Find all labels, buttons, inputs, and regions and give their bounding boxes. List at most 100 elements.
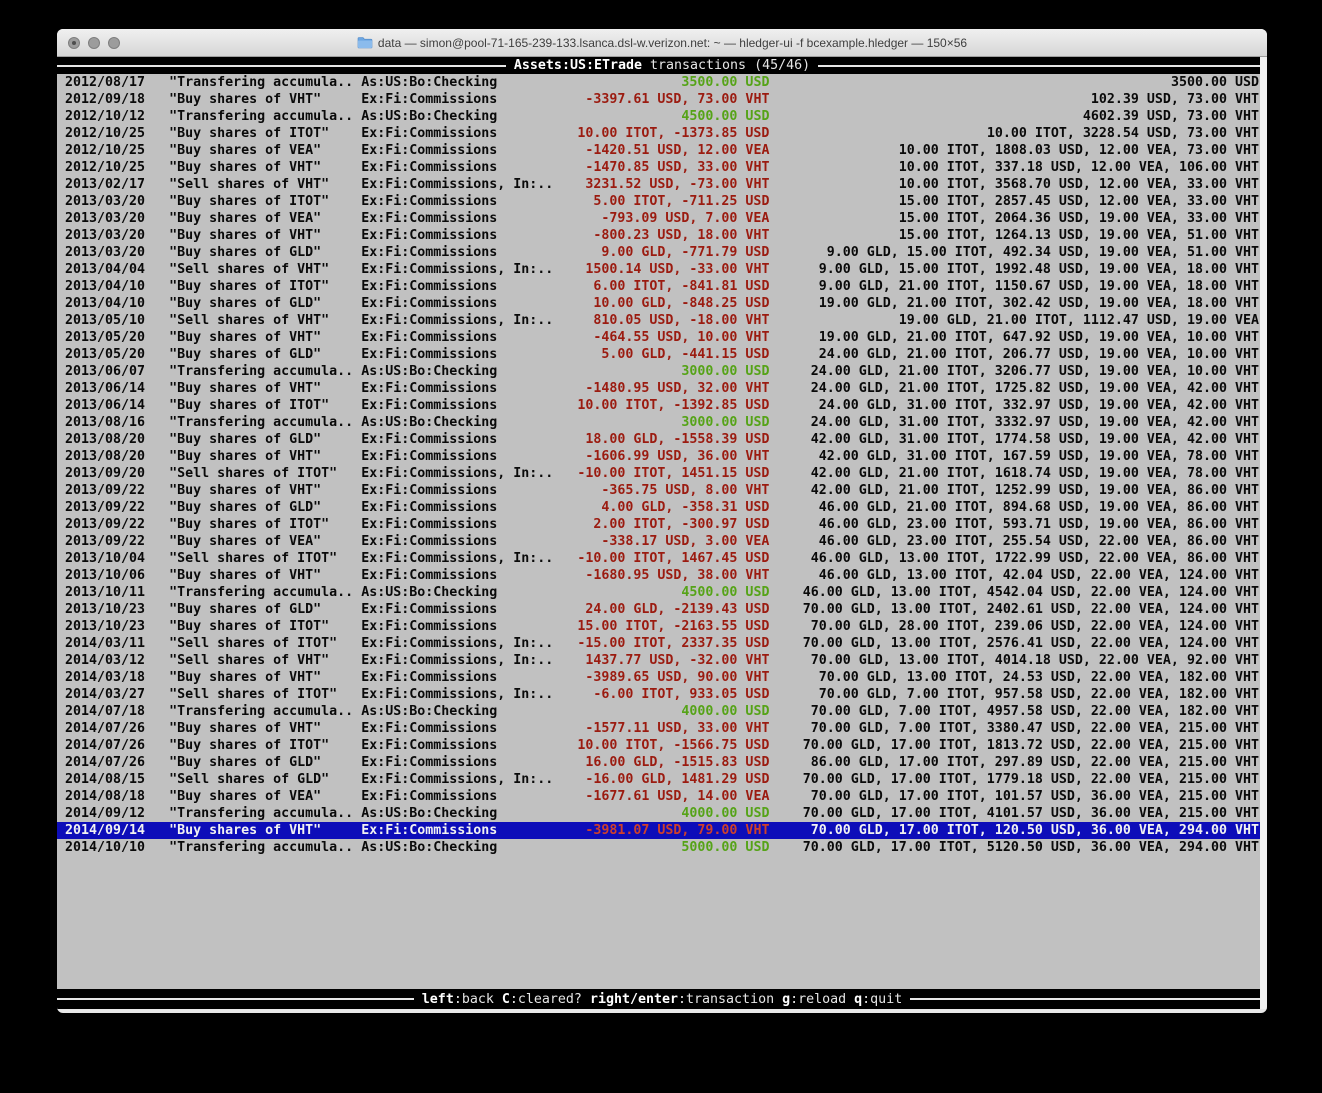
transaction-row[interactable]: 2013/08/20 "Buy shares of VHT" Ex:Fi:Commi… xyxy=(57,448,1267,465)
transaction-row[interactable]: 2013/05/20 "Buy shares of GLD" Ex:Fi:Commi… xyxy=(57,346,1267,363)
transaction-date: 2013/09/22 xyxy=(65,500,146,515)
transaction-date: 2012/10/25 xyxy=(65,160,146,175)
transaction-row[interactable]: 2014/03/27 "Sell shares of ITOT" Ex:Fi:Com… xyxy=(57,686,1267,703)
transaction-accounts: Ex:Fi:Commissions xyxy=(361,398,498,413)
transaction-row[interactable]: 2013/03/20 "Buy shares of VHT" Ex:Fi:Commi… xyxy=(57,227,1267,244)
window-titlebar[interactable]: data — simon@pool-71-165-239-133.lsanca.… xyxy=(57,29,1267,57)
transaction-row[interactable]: 2012/10/25 "Buy shares of ITOT" Ex:Fi:Comm… xyxy=(57,125,1267,142)
transaction-description: "Buy shares of VHT" xyxy=(169,160,322,175)
transaction-row[interactable]: 2014/03/11 "Sell shares of ITOT" Ex:Fi:Com… xyxy=(57,635,1267,652)
transaction-balance: 70.00 GLD, 17.00 ITOT, 101.57 USD, 36.00… xyxy=(810,789,1259,804)
transaction-row[interactable]: 2012/10/25 "Buy shares of VEA" Ex:Fi:Commi… xyxy=(57,142,1267,159)
close-button[interactable] xyxy=(68,36,80,49)
view-title-account: Assets:US:ETrade xyxy=(513,58,642,73)
transaction-row[interactable]: 2014/09/12 "Transfering accumula.. As:US:B… xyxy=(57,805,1267,822)
transaction-row[interactable]: 2012/08/17 "Transfering accumula.. As:US:B… xyxy=(57,74,1267,91)
transaction-description: "Buy shares of GLD" xyxy=(169,602,322,617)
transaction-change: 4000.00 USD xyxy=(681,704,770,719)
transaction-accounts: As:US:Bo:Checking xyxy=(361,585,498,600)
transaction-description: "Buy shares of ITOT" xyxy=(169,398,330,413)
transaction-balance: 10.00 ITOT, 1808.03 USD, 12.00 VEA, 73.0… xyxy=(898,143,1259,158)
transaction-accounts: Ex:Fi:Commissions, In:.. xyxy=(361,262,554,277)
transaction-balance: 70.00 GLD, 28.00 ITOT, 239.06 USD, 22.00… xyxy=(810,619,1259,634)
transaction-row[interactable]: 2013/10/23 "Buy shares of GLD" Ex:Fi:Commi… xyxy=(57,601,1267,618)
transaction-row[interactable]: 2013/10/23 "Buy shares of ITOT" Ex:Fi:Comm… xyxy=(57,618,1267,635)
transaction-balance: 9.00 GLD, 15.00 ITOT, 492.34 USD, 19.00 … xyxy=(826,245,1259,260)
transaction-date: 2013/09/22 xyxy=(65,534,146,549)
transaction-balance: 10.00 ITOT, 337.18 USD, 12.00 VEA, 106.0… xyxy=(898,160,1259,175)
transaction-change: 6.00 ITOT, -841.81 USD xyxy=(593,279,770,294)
minimize-button[interactable] xyxy=(88,36,100,49)
transaction-description: "Transfering accumula.. xyxy=(169,585,354,600)
transaction-row[interactable]: 2013/09/22 "Buy shares of VHT" Ex:Fi:Commi… xyxy=(57,482,1267,499)
transaction-description: "Buy shares of VHT" xyxy=(169,330,322,345)
transaction-row[interactable]: 2013/05/20 "Buy shares of VHT" Ex:Fi:Commi… xyxy=(57,329,1267,346)
transaction-row[interactable]: 2013/08/16 "Transfering accumula.. As:US:B… xyxy=(57,414,1267,431)
transaction-row[interactable]: 2013/04/10 "Buy shares of GLD" Ex:Fi:Commi… xyxy=(57,295,1267,312)
help-key: g xyxy=(782,991,791,1007)
transaction-row[interactable]: 2014/10/10 "Transfering accumula.. As:US:B… xyxy=(57,839,1267,856)
transaction-row[interactable]: 2013/03/20 "Buy shares of VEA" Ex:Fi:Commi… xyxy=(57,210,1267,227)
transaction-change: -15.00 ITOT, 2337.35 USD xyxy=(577,636,770,651)
transaction-date: 2013/10/04 xyxy=(65,551,146,566)
transaction-row[interactable]: 2013/09/20 "Sell shares of ITOT" Ex:Fi:Com… xyxy=(57,465,1267,482)
transaction-description: "Buy shares of ITOT" xyxy=(169,279,330,294)
transaction-row[interactable]: 2013/06/07 "Transfering accumula.. As:US:B… xyxy=(57,363,1267,380)
transaction-row[interactable]: 2013/06/14 "Buy shares of ITOT" Ex:Fi:Comm… xyxy=(57,397,1267,414)
transaction-date: 2014/07/18 xyxy=(65,704,146,719)
transaction-row[interactable]: 2012/09/18 "Buy shares of VHT" Ex:Fi:Commi… xyxy=(57,91,1267,108)
transaction-row[interactable]: 2013/09/22 "Buy shares of VEA" Ex:Fi:Commi… xyxy=(57,533,1267,550)
transaction-row[interactable]: 2014/09/14 "Buy shares of VHT" Ex:Fi:Commi… xyxy=(57,822,1267,839)
transaction-change: -338.17 USD, 3.00 VEA xyxy=(601,534,770,549)
zoom-button[interactable] xyxy=(108,36,120,49)
transaction-row[interactable]: 2014/07/18 "Transfering accumula.. As:US:B… xyxy=(57,703,1267,720)
transaction-balance: 42.00 GLD, 31.00 ITOT, 1774.58 USD, 19.0… xyxy=(810,432,1259,447)
transaction-row[interactable]: 2013/05/10 "Sell shares of VHT" Ex:Fi:Comm… xyxy=(57,312,1267,329)
transaction-row[interactable]: 2014/08/18 "Buy shares of VEA" Ex:Fi:Commi… xyxy=(57,788,1267,805)
scrollbar[interactable] xyxy=(1260,57,1267,1009)
transaction-row[interactable]: 2013/09/22 "Buy shares of GLD" Ex:Fi:Commi… xyxy=(57,499,1267,516)
transaction-description: "Transfering accumula.. xyxy=(169,415,354,430)
transaction-balance: 46.00 GLD, 23.00 ITOT, 255.54 USD, 22.00… xyxy=(818,534,1259,549)
transaction-row[interactable]: 2013/02/17 "Sell shares of VHT" Ex:Fi:Comm… xyxy=(57,176,1267,193)
transaction-row[interactable]: 2013/10/06 "Buy shares of VHT" Ex:Fi:Commi… xyxy=(57,567,1267,584)
transaction-description: "Buy shares of VHT" xyxy=(169,483,322,498)
transaction-row[interactable]: 2013/04/04 "Sell shares of VHT" Ex:Fi:Comm… xyxy=(57,261,1267,278)
transaction-row[interactable]: 2013/10/04 "Sell shares of ITOT" Ex:Fi:Com… xyxy=(57,550,1267,567)
transaction-row[interactable]: 2014/07/26 "Buy shares of VHT" Ex:Fi:Commi… xyxy=(57,720,1267,737)
transaction-row[interactable]: 2014/03/18 "Buy shares of VHT" Ex:Fi:Commi… xyxy=(57,669,1267,686)
transaction-balance: 70.00 GLD, 7.00 ITOT, 3380.47 USD, 22.00… xyxy=(810,721,1259,736)
transaction-date: 2013/03/20 xyxy=(65,228,146,243)
transaction-row[interactable]: 2013/03/20 "Buy shares of ITOT" Ex:Fi:Comm… xyxy=(57,193,1267,210)
transaction-row[interactable]: 2013/08/20 "Buy shares of GLD" Ex:Fi:Commi… xyxy=(57,431,1267,448)
transaction-row[interactable]: 2013/09/22 "Buy shares of ITOT" Ex:Fi:Comm… xyxy=(57,516,1267,533)
transaction-change: 16.00 GLD, -1515.83 USD xyxy=(585,755,770,770)
transaction-balance: 70.00 GLD, 13.00 ITOT, 2576.41 USD, 22.0… xyxy=(802,636,1259,651)
transaction-description: "Buy shares of VHT" xyxy=(169,823,322,838)
terminal-window: data — simon@pool-71-165-239-133.lsanca.… xyxy=(57,29,1267,1013)
transaction-description: "Buy shares of GLD" xyxy=(169,432,322,447)
transaction-row[interactable]: 2014/08/15 "Sell shares of GLD" Ex:Fi:Comm… xyxy=(57,771,1267,788)
transaction-row[interactable]: 2014/07/26 "Buy shares of GLD" Ex:Fi:Commi… xyxy=(57,754,1267,771)
transaction-row[interactable]: 2013/04/10 "Buy shares of ITOT" Ex:Fi:Comm… xyxy=(57,278,1267,295)
view-title: Assets:US:ETrade transactions (45/46) xyxy=(506,57,818,74)
transaction-balance: 24.00 GLD, 31.00 ITOT, 3332.97 USD, 19.0… xyxy=(810,415,1259,430)
transaction-description: "Buy shares of ITOT" xyxy=(169,619,330,634)
transaction-date: 2013/10/11 xyxy=(65,585,146,600)
help-key: left xyxy=(421,991,454,1007)
transaction-row[interactable]: 2013/03/20 "Buy shares of GLD" Ex:Fi:Commi… xyxy=(57,244,1267,261)
transaction-change: -1680.95 USD, 38.00 VHT xyxy=(585,568,770,583)
transaction-row[interactable]: 2013/10/11 "Transfering accumula.. As:US:B… xyxy=(57,584,1267,601)
transaction-date: 2012/10/12 xyxy=(65,109,146,124)
transaction-date: 2013/06/07 xyxy=(65,364,146,379)
transaction-date: 2013/03/20 xyxy=(65,211,146,226)
transaction-row[interactable]: 2012/10/25 "Buy shares of VHT" Ex:Fi:Commi… xyxy=(57,159,1267,176)
transaction-row[interactable]: 2012/10/12 "Transfering accumula.. As:US:B… xyxy=(57,108,1267,125)
transaction-row[interactable]: 2014/03/12 "Sell shares of VHT" Ex:Fi:Comm… xyxy=(57,652,1267,669)
transaction-accounts: Ex:Fi:Commissions xyxy=(361,194,498,209)
transaction-row[interactable]: 2013/06/14 "Buy shares of VHT" Ex:Fi:Commi… xyxy=(57,380,1267,397)
transaction-row[interactable]: 2014/07/26 "Buy shares of ITOT" Ex:Fi:Comm… xyxy=(57,737,1267,754)
help-key-description: :cleared? xyxy=(509,991,590,1007)
transaction-accounts: Ex:Fi:Commissions xyxy=(361,432,498,447)
transaction-balance: 24.00 GLD, 21.00 ITOT, 206.77 USD, 19.00… xyxy=(818,347,1259,362)
